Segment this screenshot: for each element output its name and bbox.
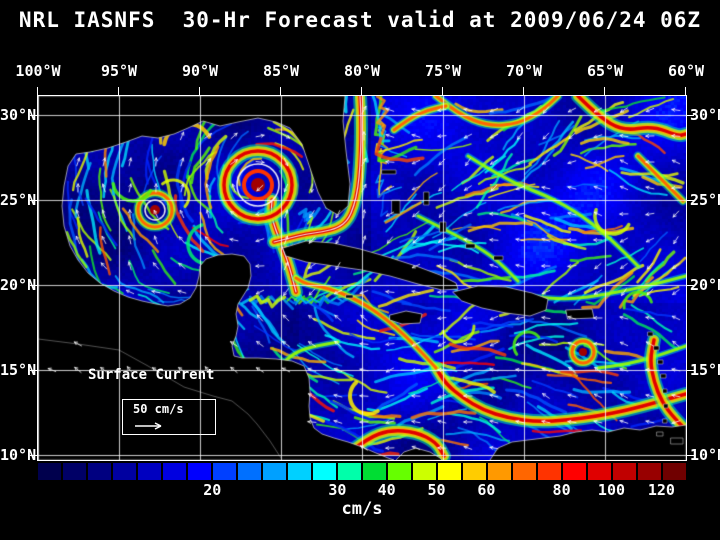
axis-tick: [30, 200, 37, 201]
colorbar-segment: [538, 463, 561, 480]
lat-label: 25°N: [690, 191, 720, 209]
axis-tick: [30, 285, 37, 286]
colorbar-tick: 20: [203, 481, 222, 499]
scale-arrow-icon: [135, 422, 162, 430]
colorbar-segment: [663, 463, 686, 480]
axis-tick: [442, 87, 443, 95]
colorbar-segment: [388, 463, 411, 480]
colorbar-segment: [413, 463, 436, 480]
axis-tick: [118, 87, 119, 95]
lat-label: 30°N: [0, 106, 37, 124]
axis-tick: [604, 87, 605, 95]
colorbar-segment: [163, 463, 186, 480]
colorbar-tick: 40: [377, 481, 396, 499]
colorbar-segment: [638, 463, 661, 480]
colorbar-segment: [188, 463, 211, 480]
lat-label: 10°N: [0, 446, 37, 464]
colorbar-segment: [313, 463, 336, 480]
axis-tick: [687, 200, 694, 201]
colorbar-tick: 80: [552, 481, 571, 499]
axis-tick: [30, 370, 37, 371]
lon-label: 85°W: [262, 62, 300, 80]
colorbar-segment: [438, 463, 461, 480]
colorbar-segment: [488, 463, 511, 480]
colorbar-segment: [63, 463, 86, 480]
lon-label: 100°W: [15, 62, 61, 80]
colorbar-units: cm/s: [341, 499, 383, 519]
lon-label: 75°W: [424, 62, 462, 80]
colorbar-segment: [513, 463, 536, 480]
colorbar-segment: [213, 463, 236, 480]
axis-tick: [30, 455, 37, 456]
colorbar-segment: [88, 463, 111, 480]
colorbar-tick: 30: [328, 481, 347, 499]
axis-tick: [685, 87, 686, 95]
scale-box: 50 cm/s: [122, 399, 216, 435]
lat-label: 30°N: [690, 106, 720, 124]
colorbar-segment: [113, 463, 136, 480]
axis-tick: [687, 115, 694, 116]
colorbar: [38, 463, 686, 480]
colorbar-tick: 100: [597, 481, 626, 499]
axis-tick: [280, 87, 281, 95]
colorbar-segment: [588, 463, 611, 480]
axis-tick: [523, 87, 524, 95]
axis-tick: [361, 87, 362, 95]
lat-label: 25°N: [0, 191, 37, 209]
page-title: NRL IASNFS 30-Hr Forecast valid at 2009/…: [18, 8, 702, 32]
colorbar-tick: 50: [427, 481, 446, 499]
colorbar-tick-labels: 20 30 40 50 60 80 100 120: [38, 481, 686, 499]
lon-label: 95°W: [100, 62, 138, 80]
colorbar-segment: [363, 463, 386, 480]
scale-label: 50 cm/s: [133, 402, 184, 416]
colorbar-tick: 120: [647, 481, 675, 499]
lon-label: 60°W: [667, 62, 705, 80]
colorbar-segment: [138, 463, 161, 480]
colorbar-segment: [238, 463, 261, 480]
lat-label: 20°N: [0, 276, 37, 294]
map-frame: Surface Current 50 cm/s: [37, 95, 687, 461]
axis-tick: [687, 455, 694, 456]
lon-label: 90°W: [181, 62, 219, 80]
colorbar-segment: [338, 463, 361, 480]
lon-label: 80°W: [343, 62, 381, 80]
legend-title: Surface Current: [88, 367, 215, 383]
axis-tick: [37, 87, 38, 95]
colorbar-segment: [563, 463, 586, 480]
lat-label: 10°N: [690, 446, 720, 464]
colorbar-segment: [263, 463, 286, 480]
lat-label: 20°N: [690, 276, 720, 294]
axis-tick: [30, 115, 37, 116]
colorbar-segment: [288, 463, 311, 480]
colorbar-segment: [38, 463, 61, 480]
axis-tick: [687, 370, 694, 371]
colorbar-segment: [463, 463, 486, 480]
lat-label: 15°N: [0, 361, 37, 379]
lon-label: 70°W: [505, 62, 543, 80]
lon-label: 65°W: [586, 62, 624, 80]
lat-label: 15°N: [690, 361, 720, 379]
axis-tick: [199, 87, 200, 95]
colorbar-segment: [613, 463, 636, 480]
axis-tick: [687, 285, 694, 286]
colorbar-tick: 60: [477, 481, 496, 499]
